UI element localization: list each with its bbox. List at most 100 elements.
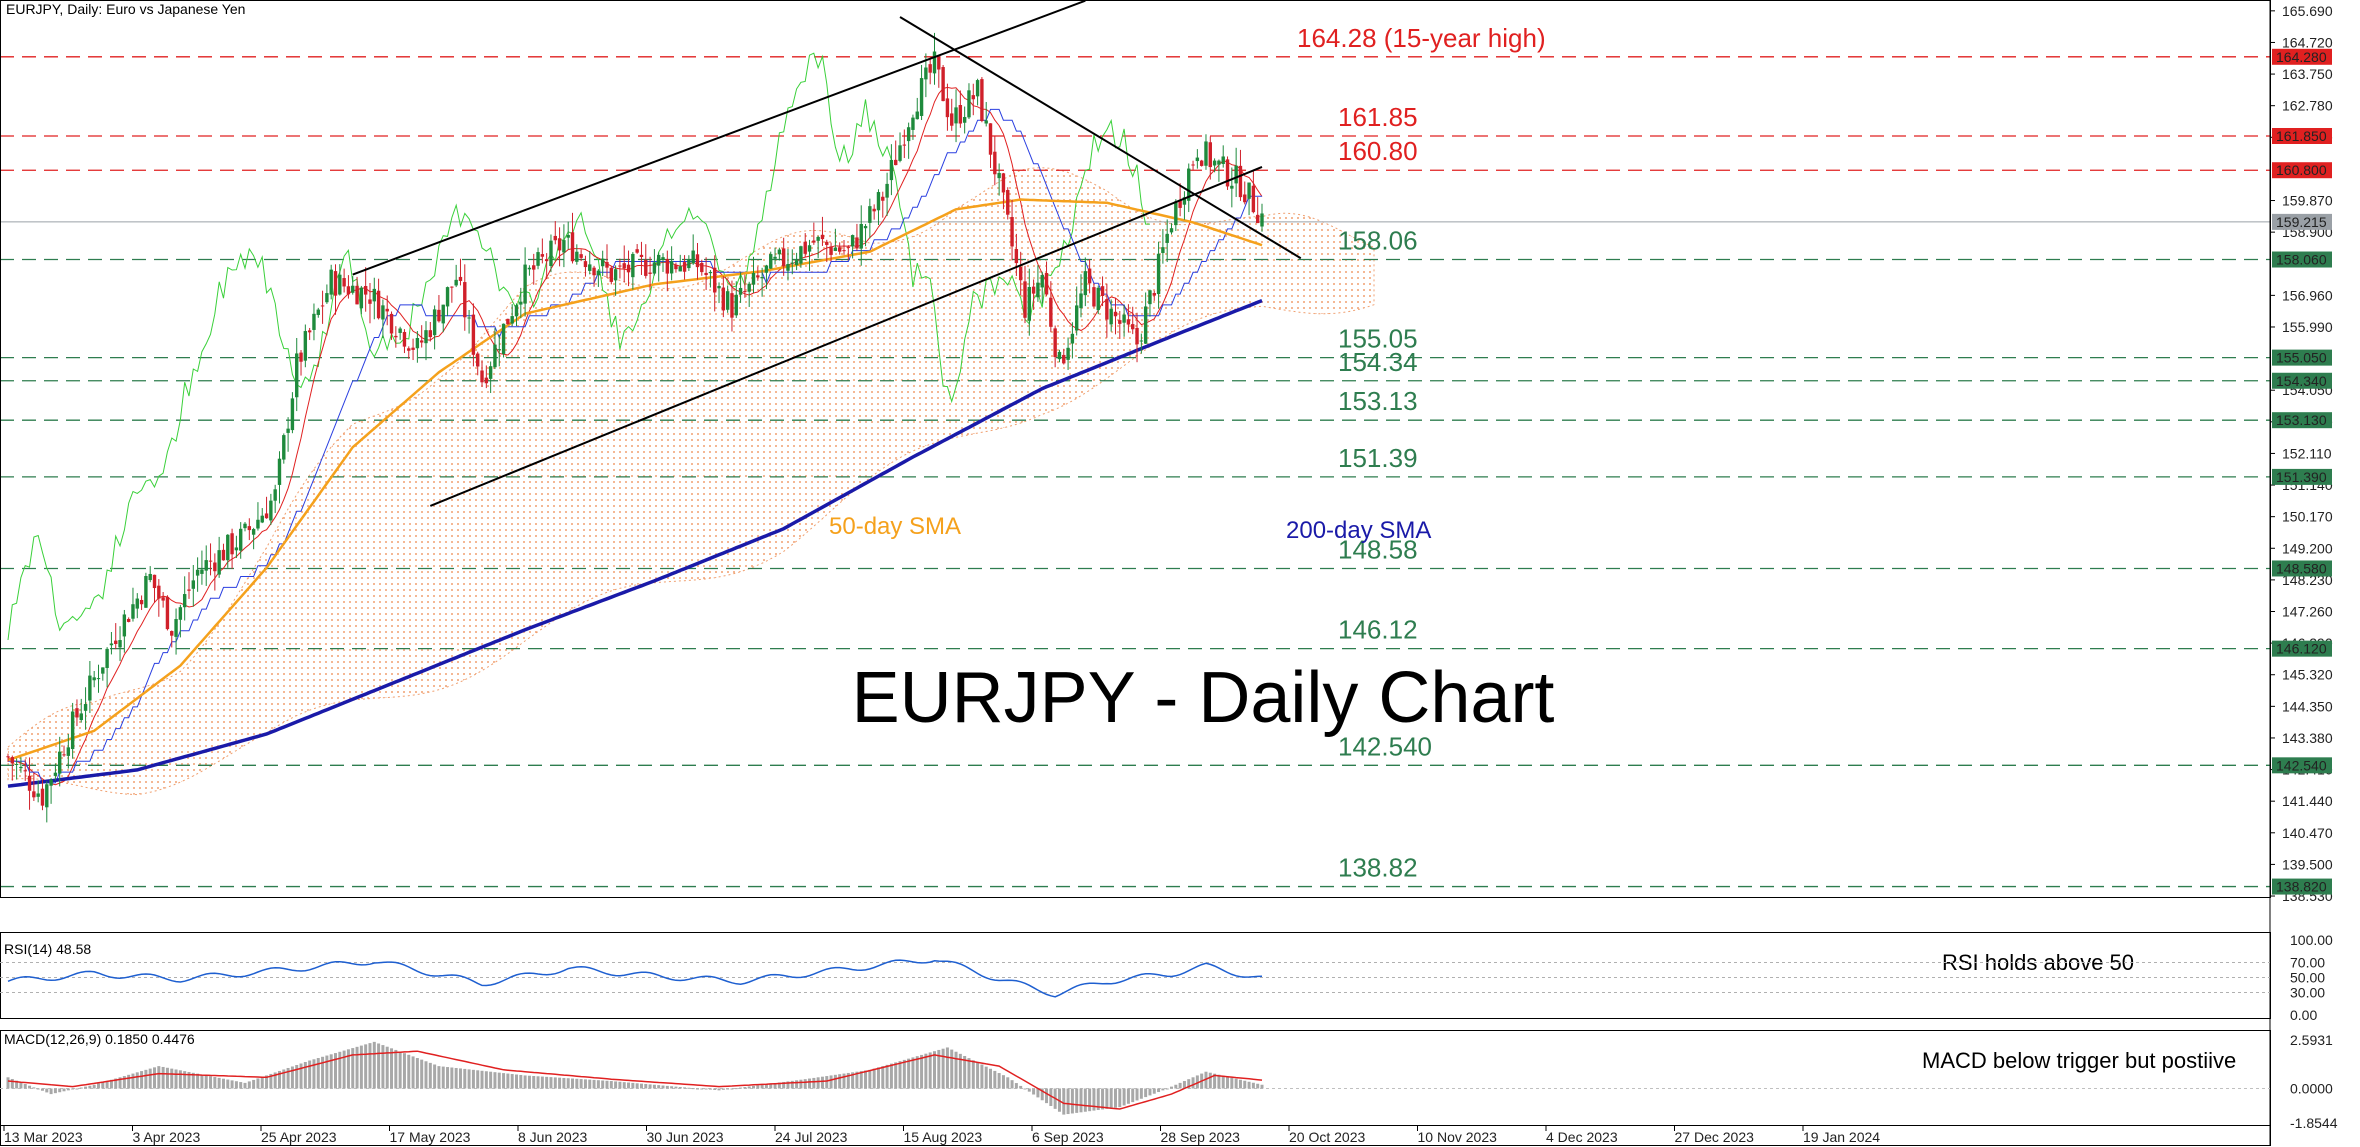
- macd-bar: [230, 1080, 234, 1089]
- candle-body: [114, 640, 118, 645]
- candle-body: [747, 283, 751, 292]
- candle-body: [372, 288, 376, 302]
- macd-bar: [545, 1076, 549, 1089]
- macd-bar: [105, 1081, 109, 1089]
- macd-bar: [954, 1051, 958, 1089]
- macd-bar: [665, 1085, 669, 1089]
- macd-bar: [114, 1078, 118, 1089]
- candle-body: [635, 249, 639, 253]
- candle-body: [725, 291, 730, 310]
- candle-body: [355, 285, 359, 305]
- time-tick-label: 27 Dec 2023: [1675, 1129, 1755, 1145]
- macd-bar: [1040, 1088, 1044, 1101]
- candle-body: [997, 172, 1001, 179]
- level-label: 155.05: [1338, 324, 1418, 354]
- macd-bar: [609, 1081, 613, 1089]
- macd-bar: [752, 1085, 756, 1089]
- macd-bar: [1001, 1075, 1005, 1089]
- macd-bar: [1144, 1088, 1148, 1098]
- macd-bar: [782, 1081, 786, 1089]
- macd-bar: [683, 1087, 687, 1089]
- price-tick-label: 156.960: [2282, 287, 2333, 303]
- macd-bar: [282, 1069, 286, 1089]
- macd-bar: [571, 1078, 575, 1089]
- indicator-lines: [7, 52, 1263, 788]
- candle-body: [799, 246, 803, 264]
- macd-bar: [622, 1082, 626, 1089]
- candle-body: [846, 246, 851, 248]
- macd-bar: [321, 1056, 325, 1089]
- macd-bar: [769, 1083, 773, 1089]
- candle-body: [575, 251, 579, 262]
- macd-bar: [493, 1072, 497, 1089]
- macd-bar: [855, 1071, 859, 1089]
- macd-bar: [708, 1088, 712, 1090]
- candle-body: [1199, 160, 1204, 166]
- macd-bar: [842, 1073, 846, 1089]
- macd-bar: [1230, 1077, 1234, 1089]
- macd-bar: [92, 1084, 96, 1089]
- macd-bar: [695, 1088, 699, 1090]
- candle-body: [1036, 282, 1040, 298]
- candle-body: [70, 711, 75, 750]
- candle-body: [682, 262, 687, 272]
- time-tick-label: 24 Jul 2023: [775, 1129, 848, 1145]
- candle-body: [101, 667, 105, 674]
- macd-bar: [730, 1088, 734, 1090]
- candle-body: [454, 279, 458, 286]
- macd-bar: [1027, 1088, 1031, 1092]
- candle-body: [1092, 287, 1096, 307]
- macd-bar: [575, 1078, 579, 1089]
- macd-bar: [773, 1083, 777, 1089]
- macd-bar: [838, 1074, 842, 1089]
- macd-bar: [876, 1067, 880, 1089]
- macd-bar: [196, 1073, 200, 1089]
- macd-bar: [489, 1071, 493, 1089]
- macd-bar: [148, 1068, 152, 1089]
- candle-body: [1195, 157, 1200, 162]
- macd-bar: [868, 1069, 872, 1089]
- candle-body: [1087, 268, 1092, 284]
- trendline: [429, 166, 1263, 507]
- level-axis-tag-label: 164.280: [2276, 49, 2327, 65]
- macd-bar: [532, 1075, 536, 1089]
- macd-bar: [902, 1059, 906, 1089]
- candle-body: [695, 254, 700, 268]
- macd-bar: [10, 1078, 14, 1089]
- macd-bar: [519, 1074, 523, 1089]
- rsi-line: [7, 959, 1263, 998]
- macd-bar: [1260, 1084, 1264, 1089]
- price-tick-label: 145.320: [2282, 667, 2333, 683]
- macd-bar: [1010, 1080, 1014, 1089]
- level-label: 151.39: [1338, 443, 1418, 473]
- price-tick-label: 139.500: [2282, 856, 2333, 872]
- macd-bar: [958, 1053, 962, 1089]
- macd-bar: [381, 1045, 385, 1089]
- level-axis-tag-label: 155.050: [2276, 350, 2327, 366]
- candle-body: [329, 269, 333, 295]
- macd-bar: [639, 1083, 643, 1089]
- candle-body: [557, 238, 562, 251]
- macd-bar: [338, 1051, 342, 1089]
- macd-bar: [15, 1080, 19, 1089]
- candle-body: [639, 254, 644, 257]
- macd-bar: [1152, 1088, 1156, 1094]
- macd-bar: [471, 1069, 475, 1089]
- candle-body: [1018, 266, 1023, 281]
- candle-body: [450, 286, 454, 288]
- candle-body: [859, 223, 863, 249]
- macd-bar: [458, 1068, 462, 1089]
- candle-body: [734, 294, 738, 316]
- candle-body: [1260, 213, 1264, 227]
- candle-body: [256, 519, 260, 529]
- candle-body: [1251, 185, 1256, 213]
- level-axis-tag: [2272, 468, 2332, 485]
- level-label: 153.13: [1338, 386, 1418, 416]
- level-axis-tag-label: 148.580: [2276, 560, 2327, 576]
- macd-bar: [454, 1067, 458, 1089]
- level-label: 138.82: [1338, 853, 1418, 883]
- candle-body: [592, 267, 596, 276]
- macd-bar: [1174, 1084, 1178, 1089]
- macd-bar: [1195, 1075, 1199, 1089]
- candle-body: [863, 226, 868, 229]
